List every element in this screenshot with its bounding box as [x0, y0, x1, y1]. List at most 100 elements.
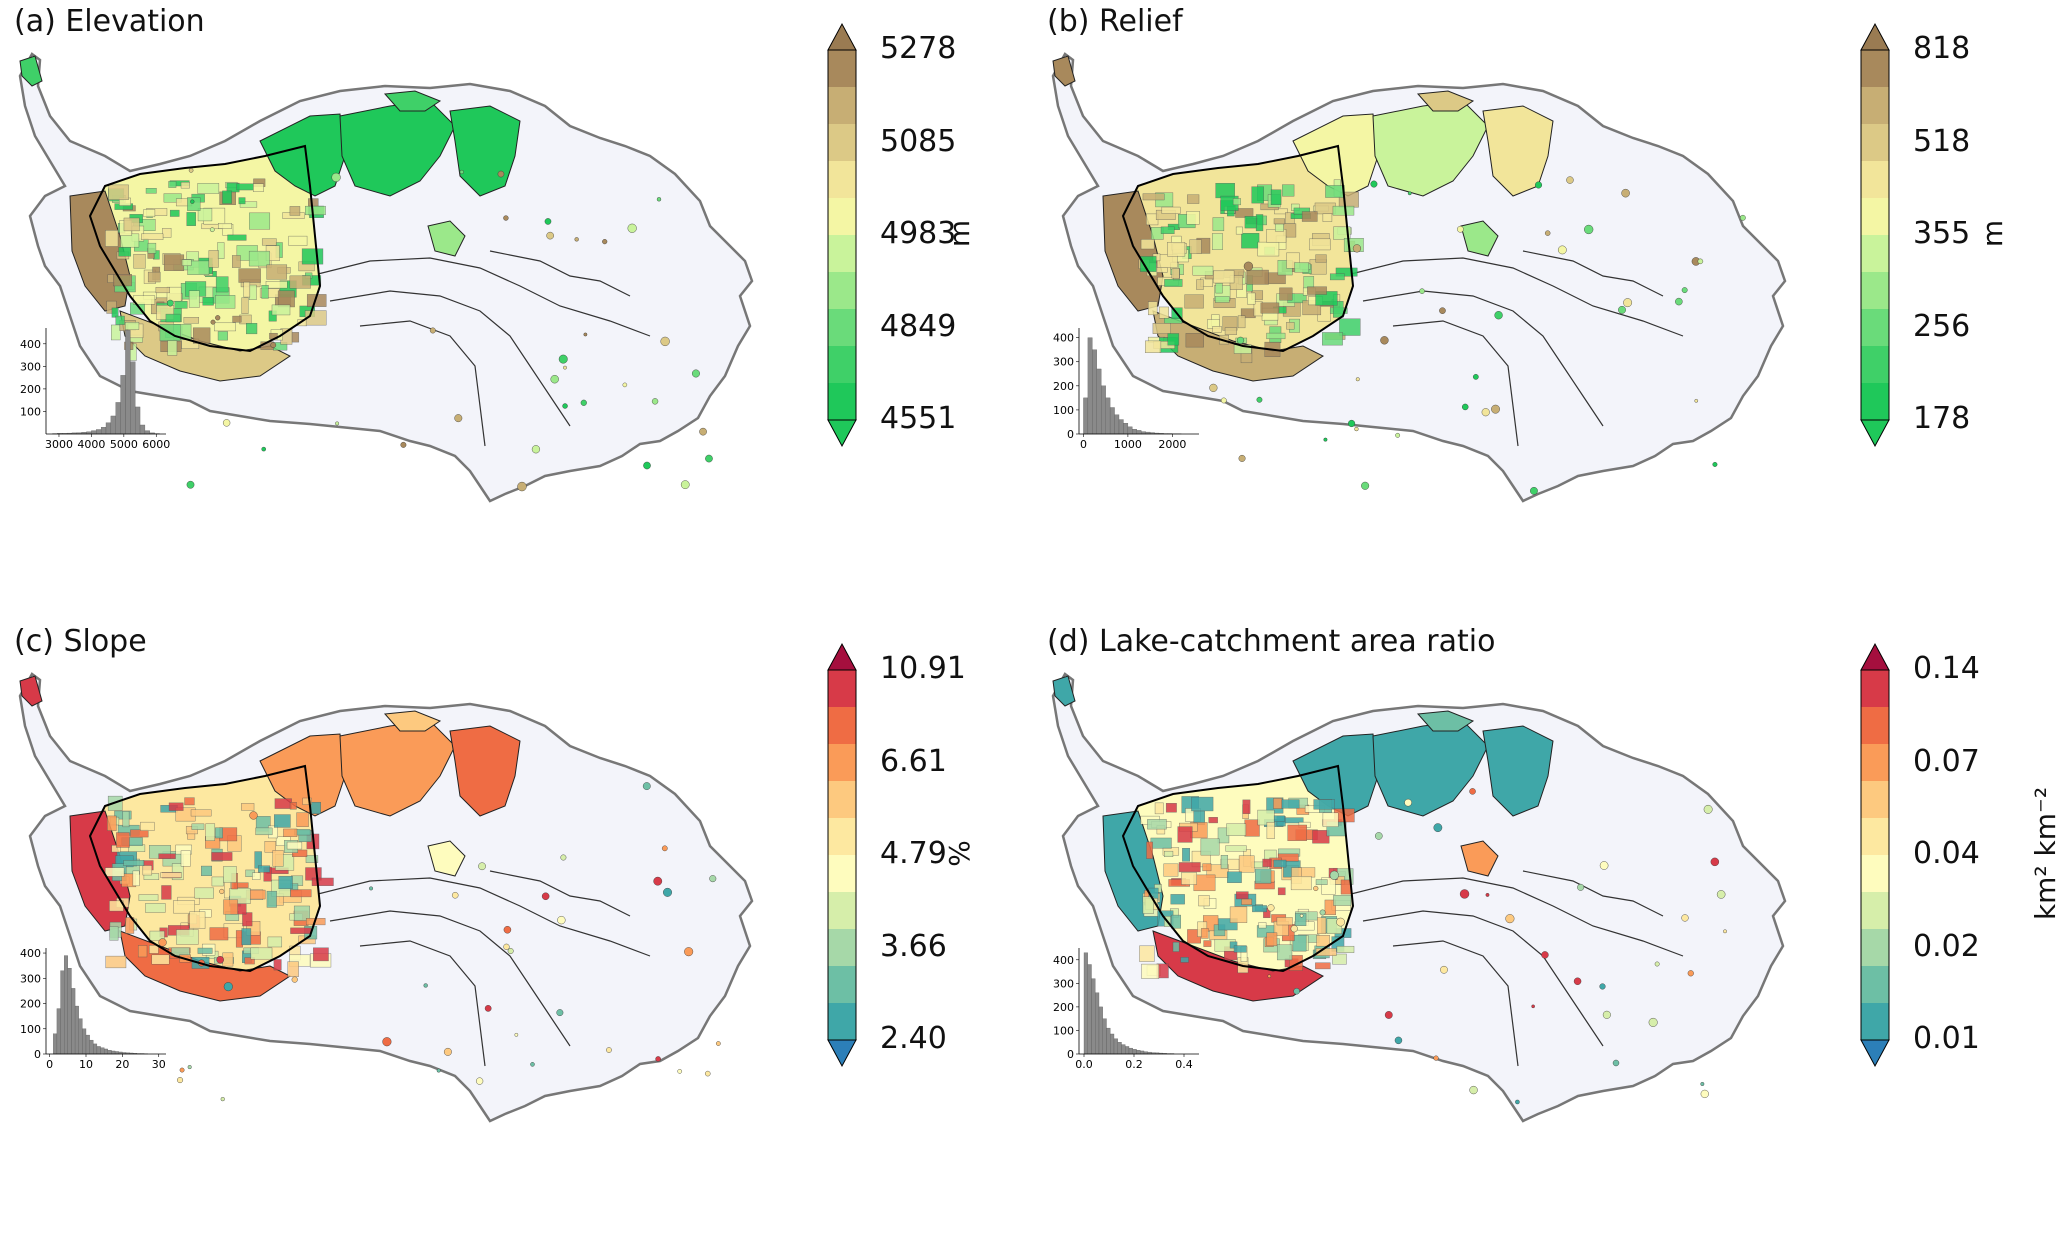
- hist-y-tick-label: 0: [1067, 428, 1074, 441]
- sub-catchment: [1229, 941, 1238, 949]
- region-outline: [88, 144, 322, 353]
- sub-catchment: [1229, 906, 1248, 923]
- basin-boundary: [489, 250, 631, 297]
- hist-bar: [100, 427, 107, 435]
- sub-catchment: [105, 867, 125, 877]
- hist-bar: [1092, 349, 1097, 435]
- sub-catchment: [223, 899, 238, 915]
- small-catchment: [503, 926, 512, 934]
- sub-catchment: [118, 247, 132, 257]
- small-catchment: [557, 915, 566, 925]
- colorbar-segment: [828, 781, 856, 818]
- sub-catchment: [184, 797, 195, 806]
- small-catchment: [1299, 913, 1304, 918]
- small-catchment: [663, 887, 672, 897]
- sub-catchment: [116, 832, 130, 848]
- sub-catchment: [313, 947, 329, 962]
- sub-catchment: [1152, 323, 1171, 334]
- sub-catchment: [289, 275, 311, 289]
- colorbar-segment: [828, 272, 856, 309]
- small-catchment: [1469, 788, 1476, 795]
- sub-catchment: [218, 223, 232, 229]
- small-catchment: [544, 218, 552, 225]
- colorbar-segment: [828, 383, 856, 420]
- small-catchment: [1531, 1004, 1535, 1009]
- hist-x-tick-label: 30: [152, 1058, 166, 1071]
- small-catchment: [1612, 1059, 1620, 1067]
- sub-catchment: [215, 295, 236, 309]
- hist-bar: [104, 1048, 108, 1055]
- hist-bar: [1117, 1042, 1122, 1055]
- sub-catchment: [1273, 859, 1287, 868]
- small-catchment: [1700, 1082, 1705, 1086]
- small-catchment: [1355, 377, 1360, 382]
- colorbar-segment: [828, 87, 856, 124]
- colorbar-segment: [828, 50, 856, 87]
- sub-catchment: [1258, 922, 1267, 929]
- small-catchment: [1459, 889, 1470, 899]
- sub-catchment: [1332, 953, 1347, 965]
- sub-catchment: [163, 193, 182, 203]
- colorbar-min-arrow: [827, 419, 857, 448]
- colorbar-segment: [1861, 346, 1889, 383]
- catchment-nw: [1052, 675, 1076, 707]
- sub-catchment: [291, 332, 300, 343]
- sub-catchment: [1335, 267, 1358, 277]
- sub-catchment: [267, 936, 283, 948]
- sub-catchment: [305, 205, 326, 216]
- sub-catchment: [158, 853, 176, 859]
- small-catchment: [680, 480, 690, 489]
- sub-catchment: [1324, 899, 1336, 916]
- colorbar: [827, 22, 857, 448]
- colorbar-segment: [1861, 161, 1889, 198]
- hist-x-tick-label: 4000: [77, 438, 105, 451]
- sub-catchment: [1336, 945, 1355, 953]
- small-catchment: [574, 237, 579, 242]
- sub-catchment: [107, 815, 117, 831]
- small-catchment: [691, 369, 700, 378]
- small-catchment: [1681, 914, 1689, 922]
- catchment-e1: [427, 220, 466, 257]
- sub-catchment: [1182, 848, 1190, 862]
- sub-catchment: [205, 823, 216, 841]
- colorbar-tick-label: 518: [1913, 123, 1971, 159]
- sub-catchment: [211, 852, 233, 861]
- colorbar-unit-label: km² km⁻²: [2029, 786, 2063, 921]
- sub-catchment: [289, 802, 297, 810]
- sub-catchment: [125, 321, 140, 330]
- colorbar-segment: [828, 1003, 856, 1040]
- colorbar-tick-label: 0.14: [1913, 651, 1980, 686]
- colorbar-segment: [1861, 50, 1889, 87]
- small-catchment: [166, 299, 174, 307]
- small-catchment: [715, 1041, 721, 1046]
- sub-catchment: [168, 802, 184, 811]
- catchment-n1: [1292, 733, 1379, 817]
- small-catchment: [1313, 885, 1319, 892]
- hist-bar: [1132, 1049, 1137, 1055]
- small-catchment: [1256, 396, 1263, 403]
- small-catchment: [1566, 176, 1574, 184]
- colorbar-segment: [1861, 670, 1889, 707]
- catchment-n1: [1292, 113, 1379, 197]
- small-catchment: [369, 886, 374, 891]
- sub-catchment: [208, 250, 219, 268]
- hist-x-tick-label: 2000: [1158, 438, 1186, 451]
- sub-catchment: [147, 242, 157, 254]
- hist-bar: [1083, 397, 1089, 435]
- hist-bar: [1109, 407, 1115, 435]
- small-catchment: [261, 446, 266, 452]
- hist-bar: [1105, 397, 1111, 435]
- hist-x-tick-label: 3000: [45, 438, 73, 451]
- histogram-inset: 0 1000 2000 0 100 200 300 400: [1053, 328, 1199, 451]
- colorbar-max-arrow: [827, 22, 857, 51]
- small-catchment: [1319, 909, 1326, 916]
- sub-catchment: [227, 234, 247, 241]
- small-catchment: [1623, 298, 1633, 308]
- sub-catchment: [1317, 917, 1327, 935]
- sub-catchment: [109, 926, 119, 941]
- sub-catchment: [217, 331, 228, 341]
- small-catchment: [1687, 970, 1694, 977]
- sub-catchment: [245, 323, 258, 335]
- basin-boundary: [1392, 320, 1519, 447]
- sub-catchment: [255, 827, 273, 836]
